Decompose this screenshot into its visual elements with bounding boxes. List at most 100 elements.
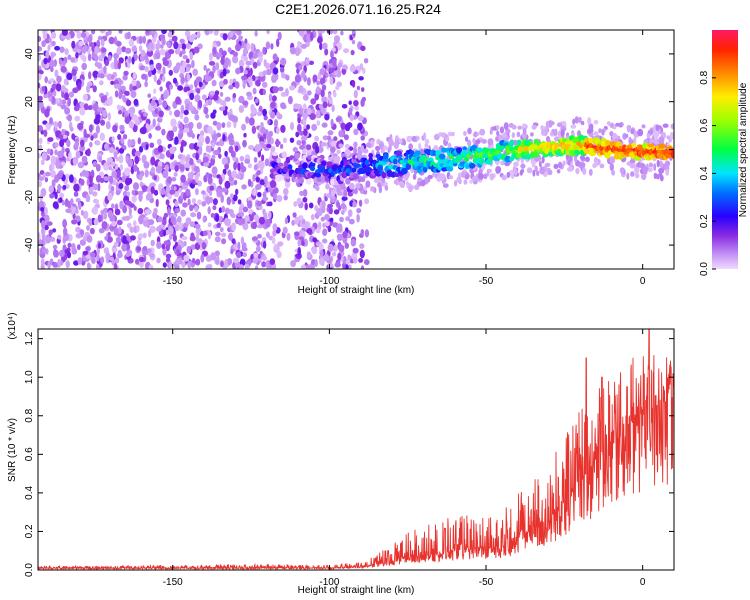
spectrogram-cell	[311, 246, 318, 255]
spectrogram-cell	[257, 234, 262, 239]
spectrogram-cell	[337, 62, 343, 68]
spectrogram-cell	[146, 192, 153, 200]
spectrogram-cell	[162, 57, 168, 63]
spectrogram-cell	[214, 236, 221, 243]
spectrogram-cell	[155, 43, 161, 50]
spectrogram-cell	[87, 53, 92, 62]
spectrogram-cell	[275, 127, 280, 135]
spectrogram-cell	[92, 161, 98, 168]
spectrogram-cell	[203, 106, 209, 115]
spectrogram-cell	[350, 49, 355, 56]
spectrogram-cell	[272, 53, 278, 61]
spectrogram-cell	[133, 98, 139, 106]
spectrogram-cell	[360, 229, 365, 236]
spectrogram-cell	[194, 205, 199, 212]
spectrogram-cell	[629, 162, 636, 169]
spectrogram-cell	[330, 146, 336, 153]
spectrogram-cell	[169, 84, 173, 90]
spectrogram-cell	[599, 163, 605, 169]
spectrogram-cell	[240, 211, 245, 218]
spectrogram-cell	[73, 183, 80, 192]
spectrogram-cell	[224, 96, 231, 102]
spectrogram-cell	[155, 165, 163, 174]
spectrogram-cell	[103, 247, 109, 254]
spectrogram-cell	[189, 204, 194, 212]
spectrogram-cell	[49, 117, 53, 125]
spectrogram-cell	[185, 217, 192, 225]
spectrogram-cell	[56, 75, 62, 84]
spectrogram-cell	[252, 52, 259, 59]
spectrogram-cell	[343, 134, 349, 141]
spectrogram-cell	[655, 124, 660, 132]
spectrogram-cell	[181, 261, 186, 269]
colorbar-tick-label: 0.6	[699, 118, 710, 132]
spectrogram-cell	[207, 125, 213, 134]
spectrogram-cell	[189, 51, 193, 61]
spectrogram-cell	[51, 40, 56, 47]
spectrogram-cell	[472, 137, 476, 144]
spectrogram-cell	[127, 249, 133, 256]
spectrogram-cell	[175, 62, 181, 70]
spectrogram-cell	[108, 36, 115, 45]
spectrogram-cell	[487, 138, 494, 146]
spectrogram-cell	[295, 131, 300, 138]
spectrogram-cell	[243, 132, 247, 138]
spectrogram-cell	[530, 160, 537, 165]
spectrogram-cell	[135, 258, 140, 265]
spectrogram-cell	[383, 145, 388, 151]
spectrogram-cell	[99, 73, 105, 79]
spectrogram-cell	[280, 102, 286, 109]
spectrogram-cell	[100, 38, 105, 47]
spectrogram-cell	[169, 189, 176, 195]
spectrogram-cell	[135, 80, 141, 88]
spectrogram-cell	[578, 116, 582, 124]
spectrogram-cell	[54, 149, 58, 156]
spectrogram-cell	[649, 137, 654, 144]
spectrogram-cell	[65, 208, 72, 214]
spectrogram-cell	[237, 162, 241, 171]
spectrogram-cell	[324, 48, 329, 56]
spectrogram-cell	[218, 153, 222, 159]
spectrogram-cell	[297, 239, 302, 247]
spectrogram-cell	[61, 60, 67, 66]
spectrogram-cell	[658, 143, 666, 149]
spectrogram-cell	[233, 121, 237, 129]
spectrogram-cell	[477, 147, 483, 154]
spectrogram-cell	[79, 178, 85, 186]
spectrogram-cell	[194, 114, 200, 121]
spectrogram-cell	[124, 167, 131, 176]
snr-x-ticks: -150 -100 -50 0	[163, 329, 646, 588]
spectrogram-cell	[496, 130, 500, 136]
spectrogram-cell	[116, 40, 122, 47]
spectrogram-cell	[294, 231, 300, 236]
spectrogram-cell	[222, 100, 227, 108]
spectrogram-cell	[59, 46, 65, 54]
spectrogram-cell	[191, 257, 196, 264]
spectrogram-cell	[115, 236, 121, 243]
spectrogram-cell	[252, 257, 259, 264]
spectrogram-cell	[335, 117, 342, 122]
spectrogram-cell	[162, 262, 167, 268]
spectrogram-cell	[271, 74, 277, 81]
spectrogram-cell	[214, 250, 220, 257]
spectrogram-cell	[319, 42, 323, 51]
spectrogram-cell	[189, 158, 194, 166]
snr-y-multiplier: (x10⁴)	[7, 312, 18, 339]
spectrogram-cell	[520, 168, 525, 174]
spectrogram-cell	[207, 231, 212, 240]
spectrogram-cell	[253, 164, 258, 171]
spectrogram-cell	[334, 70, 339, 76]
spectrogram-cell	[183, 240, 187, 247]
spectrogram-cell	[257, 254, 261, 259]
spectrogram-cell	[331, 47, 336, 52]
spectrogram-cell	[266, 143, 272, 149]
spectrogram-cell	[186, 246, 192, 254]
spectrogram-cell	[321, 200, 326, 208]
spectrogram-cell	[124, 116, 131, 124]
spectrogram-cell	[145, 144, 149, 150]
spectrogram-cell	[469, 162, 476, 169]
spectrogram-cell	[220, 58, 225, 65]
spectrogram-cell	[246, 91, 252, 97]
spectrogram-cell	[227, 133, 234, 142]
spectrogram-cell	[210, 213, 215, 218]
